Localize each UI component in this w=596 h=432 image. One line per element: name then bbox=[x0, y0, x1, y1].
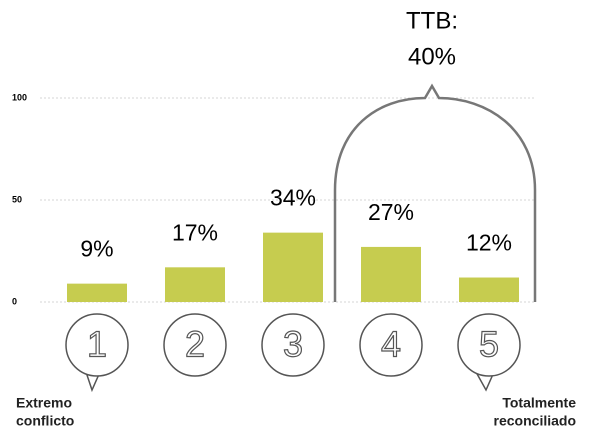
bar bbox=[263, 232, 323, 302]
value-label: 17% bbox=[172, 219, 218, 245]
annotation-bracket bbox=[333, 83, 537, 302]
y-tick-label: 50 bbox=[12, 194, 22, 204]
annotation-label: TTB: bbox=[406, 7, 458, 34]
x-tick-label: 1 bbox=[87, 324, 107, 365]
category-circle bbox=[261, 313, 325, 377]
value-label: 27% bbox=[368, 199, 414, 225]
value-label: 12% bbox=[466, 230, 512, 256]
x-tick-label: 3 bbox=[283, 324, 303, 365]
high-label: reconciliado bbox=[494, 413, 576, 429]
bar bbox=[459, 277, 519, 302]
x-tick-label: 2 bbox=[185, 324, 205, 365]
high-label: Totalmente bbox=[502, 395, 576, 411]
annotation-value: 40% bbox=[408, 43, 456, 70]
category-circle bbox=[359, 313, 423, 377]
bar bbox=[165, 267, 225, 302]
low-label: Extremo bbox=[16, 395, 72, 411]
value-label: 9% bbox=[80, 236, 113, 262]
value-label: 34% bbox=[270, 185, 316, 211]
category-circle bbox=[65, 313, 129, 377]
x-tick-label: 4 bbox=[381, 324, 401, 365]
category-circle bbox=[163, 313, 227, 377]
x-tick-label: 5 bbox=[479, 324, 499, 365]
category-circle bbox=[457, 313, 521, 377]
bar bbox=[67, 283, 127, 302]
y-tick-label: 0 bbox=[12, 296, 17, 306]
low-label: conflicto bbox=[16, 413, 74, 429]
y-tick-label: 100 bbox=[12, 92, 27, 102]
bar bbox=[361, 246, 421, 302]
